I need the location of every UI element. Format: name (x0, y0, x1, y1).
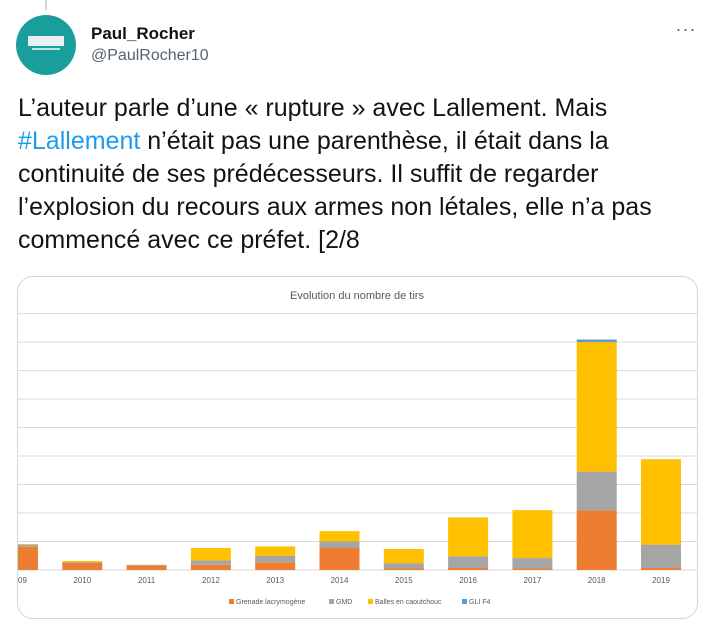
avatar[interactable] (16, 15, 76, 75)
tweet-text-part2: n’était pas une parenthèse, il était dan… (18, 127, 652, 254)
chart-bar-segment (18, 546, 38, 570)
avatar-logo-image (28, 36, 64, 46)
chart-x-tick-label: 2011 (138, 576, 156, 585)
chart-bar-segment (641, 567, 681, 570)
chart-x-tick-label: 2018 (588, 576, 606, 585)
chart-bar-segment (448, 556, 489, 568)
chart-bar-segment (576, 339, 617, 343)
chart-bar-segment (62, 560, 103, 562)
chart-legend-label: Grenade lacrymogène (236, 599, 305, 606)
thread-connector-line (45, 0, 47, 10)
chart-bar-segment (190, 560, 231, 565)
chart-bar-segment (319, 541, 360, 548)
chart-legend-swatch (462, 599, 467, 604)
chart-x-tick-label: 2013 (266, 576, 284, 585)
chart-legend-label: GMD (336, 599, 352, 606)
chart-x-tick-label: 2016 (459, 576, 477, 585)
avatar-logo-caption (32, 48, 60, 50)
chart-bar-segment (576, 510, 617, 570)
chart-bar-segment (190, 564, 231, 570)
chart-x-tick-label: 2014 (331, 576, 349, 585)
more-options-icon[interactable]: ··· (675, 19, 697, 39)
chart-bar-segment (255, 546, 296, 556)
stacked-bar-chart: Evolution du nombre de tirs 2009 2010 2011… (18, 290, 697, 606)
chart-bar-segment (255, 555, 296, 563)
chart-x-tick-label: 2015 (395, 576, 413, 585)
chart-bar-segment (448, 517, 489, 557)
chart-bar-segment (641, 459, 681, 545)
chart-bar-segment (18, 544, 38, 545)
chart-legend-swatch (368, 599, 373, 604)
chart-bar-segment (512, 558, 553, 569)
chart-bar-segment (512, 510, 553, 559)
chart-bar-segment (319, 531, 360, 542)
author-handle[interactable]: @PaulRocher10 (91, 47, 209, 64)
chart-bar-segment (576, 471, 617, 511)
author-block: Paul_Rocher @PaulRocher10 (91, 24, 209, 65)
chart-legend-label: Balles en caoutchouc (375, 599, 442, 606)
chart-bar-segment (383, 568, 424, 570)
chart-bar-segment (448, 567, 489, 570)
chart-x-tick-label: 2010 (73, 576, 91, 585)
chart-x-axis-labels: 2009 2010 2011 2012 2013 2014 2015 2016 2017 2018… (18, 576, 670, 585)
chart-bar-segment (641, 544, 681, 568)
chart-legend-swatch (329, 599, 334, 604)
author-display-name[interactable]: Paul_Rocher (91, 24, 195, 43)
chart-bar-segment (383, 549, 424, 564)
chart-x-tick-label: 2019 (652, 576, 670, 585)
chart-bar-segment (18, 544, 38, 547)
tweet-text: L’auteur parle d’une « rupture » avec La… (18, 92, 698, 257)
chart-legend-swatch (229, 599, 234, 604)
chart-bar-segment (319, 547, 360, 570)
chart-bar-segment (62, 561, 103, 563)
chart-bar-segment (383, 563, 424, 569)
tweet-media-image[interactable]: Evolution du nombre de tirs 2009 2010 2011… (17, 276, 698, 619)
chart-legend: Grenade lacrymogène GMD Balles en caoutcho… (229, 599, 491, 606)
chart-bars (18, 339, 681, 570)
chart-x-tick-label: 2017 (524, 576, 542, 585)
hashtag-link[interactable]: #Lallement (18, 127, 141, 155)
tweet-text-part1: L’auteur parle d’une « rupture » avec La… (18, 94, 608, 122)
chart-x-tick-label: 2009 (18, 576, 27, 585)
chart-bar-segment (126, 565, 167, 570)
chart-bar-segment (512, 568, 553, 570)
chart-title: Evolution du nombre de tirs (290, 290, 424, 302)
chart-bar-segment (62, 562, 103, 570)
chart-bar-segment (190, 547, 231, 561)
chart-bar-segment (576, 342, 617, 472)
chart-bar-segment (255, 562, 296, 570)
chart-x-tick-label: 2012 (202, 576, 220, 585)
chart-legend-label: GLI F4 (469, 599, 491, 606)
chart-bar-segment (126, 564, 167, 566)
